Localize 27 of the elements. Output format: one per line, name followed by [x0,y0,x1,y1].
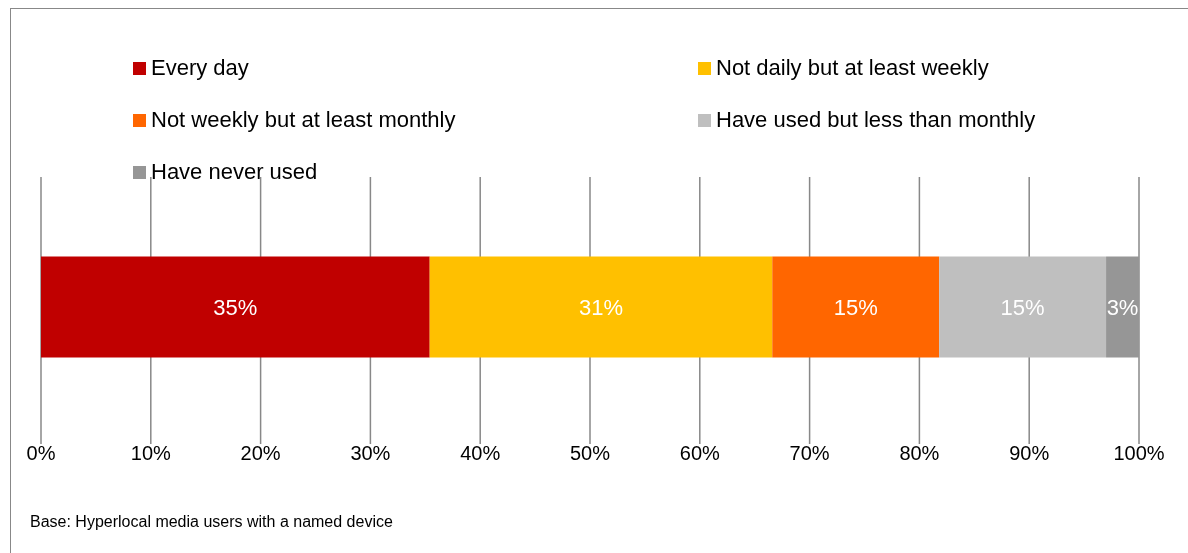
legend-label: Have never used [151,159,318,185]
bar [772,256,940,358]
data-label: 31% [578,295,623,321]
bar [429,256,773,358]
x-tick-label: 70% [789,442,830,465]
data-label: 15% [1000,295,1045,321]
x-tick-label: 80% [899,442,940,465]
x-tick-label: 30% [350,442,391,465]
bar [939,256,1107,358]
data-label: 35% [213,295,258,321]
data-label: 15% [833,295,878,321]
x-tick-label: 50% [569,442,611,465]
legend-label: Not daily but at least weekly [716,55,989,81]
text: Base: Hyperlocal media users with a named device [30,513,393,531]
x-tick-label: 10% [130,442,172,465]
x-tick-label: 60% [679,442,721,465]
legend-label: Every day [151,55,249,81]
bar [41,256,430,358]
x-tick-label: 20% [240,442,281,465]
x-tick-label: 40% [460,442,501,465]
x-tick-label: 90% [1009,442,1050,465]
x-tick-label: 0% [26,442,56,465]
legend-label: Not weekly but at least monthly [151,107,456,133]
data-label: 3% [1106,295,1139,321]
bar [1106,256,1139,358]
x-tick-label: 100% [1113,442,1165,465]
legend-label: Have used but less than monthly [716,107,1036,133]
